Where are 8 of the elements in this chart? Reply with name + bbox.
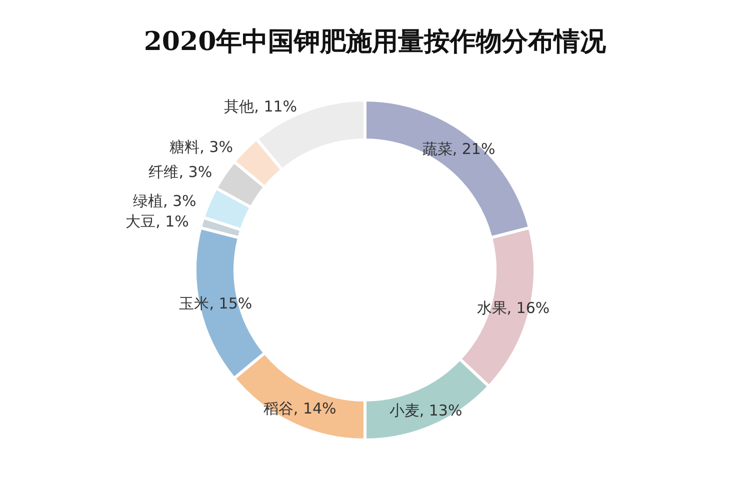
- slice-label: 水果, 16%: [476, 299, 550, 318]
- slice-label: 纤维, 3%: [148, 163, 212, 182]
- slice-label: 小麦, 13%: [389, 401, 462, 420]
- slice-label: 糖料, 3%: [170, 138, 233, 156]
- slice-label: 其他, 11%: [224, 97, 298, 116]
- slice-label: 大豆, 1%: [126, 212, 189, 230]
- slice-label: 绿植, 3%: [132, 192, 196, 210]
- chart-title: 2020年中国钾肥施用量按作物分布情况: [144, 27, 608, 57]
